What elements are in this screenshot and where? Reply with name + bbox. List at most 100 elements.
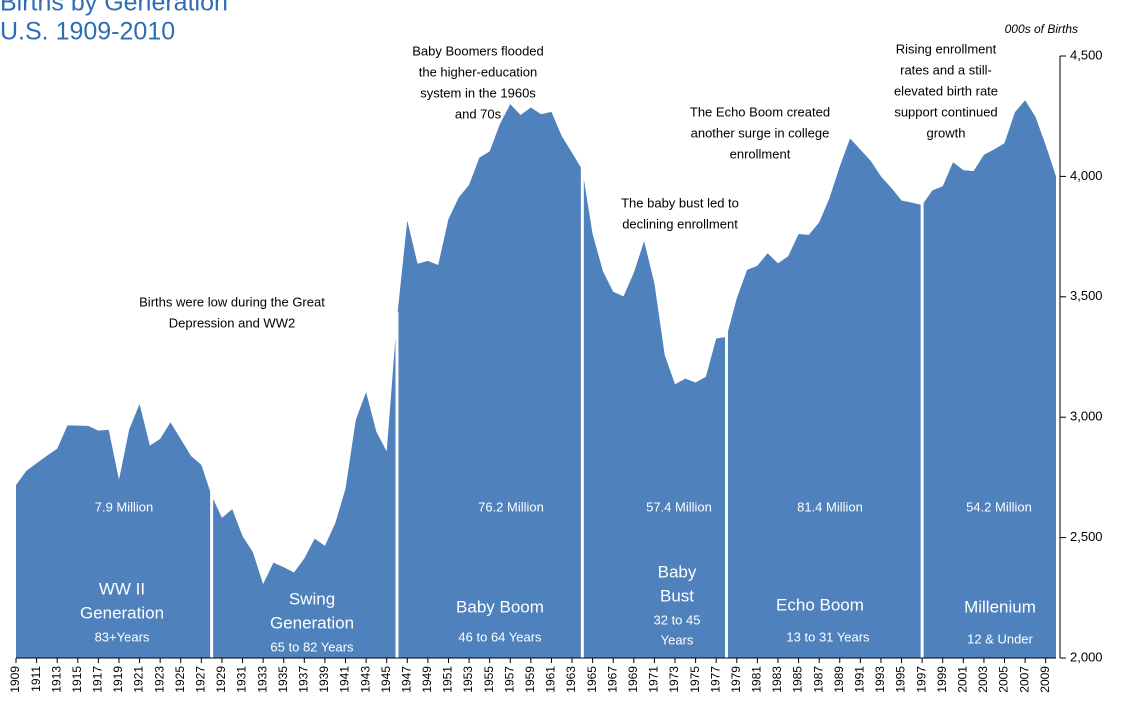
x-tick-label: 2005 [997, 666, 1011, 693]
annotation: elevated birth rate [894, 83, 998, 98]
generation-name: Bust [660, 586, 694, 605]
generation-name: WW II [99, 579, 145, 598]
generation-name: Swing [289, 589, 335, 608]
x-tick-label: 1939 [317, 666, 331, 693]
x-tick-label: 1957 [502, 666, 516, 693]
generation-ages: Years [661, 632, 694, 647]
x-tick-label: 1995 [894, 666, 908, 693]
annotation: support continued [894, 104, 997, 119]
generation-ages: 83+Years [95, 629, 150, 644]
y-tick-label: 3,000 [1070, 409, 1103, 424]
generation-total: 76.2 Million [478, 499, 544, 514]
x-tick-label: 1963 [564, 666, 578, 693]
annotation: The Echo Boom created [690, 104, 830, 119]
annotation: Rising enrollment [896, 41, 997, 56]
generation-total: 7.9 Million [95, 499, 154, 514]
generation-total: 32.4Million [261, 499, 323, 514]
x-tick-label: 1917 [91, 666, 105, 693]
x-tick-label: 2007 [1017, 666, 1031, 693]
annotation: the higher-education [419, 64, 538, 79]
x-tick-label: 1981 [750, 666, 764, 693]
x-tick-label: 1945 [379, 666, 393, 693]
y-axis-label: 000s of Births [1005, 22, 1078, 36]
x-tick-label: 1915 [70, 666, 84, 693]
x-tick-label: 2001 [955, 666, 969, 693]
x-tick-label: 1925 [173, 666, 187, 693]
generation-total: 57.4 Million [646, 499, 712, 514]
annotation: Baby Boomers flooded [412, 43, 544, 58]
y-tick-label: 2,000 [1070, 649, 1103, 664]
x-tick-label: 1973 [667, 666, 681, 693]
annotation: enrollment [730, 146, 791, 161]
generation-name: Baby Boom [456, 597, 544, 616]
y-tick-label: 4,000 [1070, 168, 1103, 183]
x-tick-label: 1947 [399, 666, 413, 693]
x-tick-label: 1937 [296, 666, 310, 693]
x-tick-label: 1983 [770, 666, 784, 693]
x-tick-label: 2009 [1038, 666, 1052, 693]
y-tick-label: 4,500 [1070, 47, 1103, 62]
x-tick-label: 1977 [708, 666, 722, 693]
annotation: declining enrollment [622, 216, 738, 231]
generation-name: Millenium [964, 597, 1036, 616]
x-tick-label: 1955 [482, 666, 496, 693]
generation-ages: 65 to 82 Years [270, 639, 354, 654]
x-tick-label: 1967 [605, 666, 619, 693]
x-tick-label: 1913 [49, 666, 63, 693]
x-tick-label: 1975 [688, 666, 702, 693]
x-tick-label: 1909 [8, 666, 22, 693]
x-tick-label: 1933 [255, 666, 269, 693]
annotation: growth [926, 125, 965, 140]
generation-ages: 46 to 64 Years [458, 629, 542, 644]
x-tick-label: 1965 [585, 666, 599, 693]
y-tick-label: 3,500 [1070, 288, 1103, 303]
x-tick-label: 1919 [111, 666, 125, 693]
x-tick-label: 1953 [461, 666, 475, 693]
generation-name: Generation [270, 613, 354, 632]
annotation: Depression and WW2 [169, 315, 295, 330]
x-tick-label: 1971 [647, 666, 661, 693]
x-tick-label: 1935 [276, 666, 290, 693]
x-tick-label: 1921 [132, 666, 146, 693]
x-tick-label: 1987 [811, 666, 825, 693]
chart-title: Births by Generation [0, 0, 228, 17]
x-tick-label: 1929 [214, 666, 228, 693]
chart-subtitle: U.S. 1909-2010 [0, 18, 175, 46]
x-tick-label: 1969 [626, 666, 640, 693]
generation-name: Baby [658, 562, 697, 581]
x-tick-label: 1923 [152, 666, 166, 693]
area [16, 100, 1056, 659]
generation-ages: 12 & Under [967, 631, 1033, 646]
generation-name: Generation [80, 603, 164, 622]
annotation: rates and a still- [900, 62, 992, 77]
x-tick-label: 1943 [358, 666, 372, 693]
x-tick-label: 2003 [976, 666, 990, 693]
generation-ages: 13 to 31 Years [786, 629, 870, 644]
x-tick-label: 1985 [791, 666, 805, 693]
x-tick-label: 1979 [729, 666, 743, 693]
y-tick-label: 2,500 [1070, 529, 1103, 544]
x-tick-label: 1949 [420, 666, 434, 693]
x-tick-label: 1951 [441, 666, 455, 693]
x-tick-label: 1941 [338, 666, 352, 693]
generation-total: 81.4 Million [797, 499, 863, 514]
generation-name: Echo Boom [776, 595, 864, 614]
annotation: system in the 1960s [420, 85, 536, 100]
x-tick-label: 1991 [853, 666, 867, 693]
x-tick-label: 1997 [914, 666, 928, 693]
x-tick-label: 1993 [873, 666, 887, 693]
annotation: Births were low during the Great [139, 294, 325, 309]
annotation: another surge in college [691, 125, 830, 140]
annotation: and 70s [455, 106, 502, 121]
x-tick-label: 1999 [935, 666, 949, 693]
x-tick-label: 1931 [235, 666, 249, 693]
x-tick-label: 1911 [29, 666, 43, 692]
generation-ages: 32 to 45 [654, 612, 701, 627]
generation-total: 54.2 Million [966, 499, 1032, 514]
x-tick-label: 1989 [832, 666, 846, 693]
x-tick-label: 1959 [523, 666, 537, 693]
annotation: The baby bust led to [621, 195, 739, 210]
x-tick-label: 1961 [544, 666, 558, 693]
x-tick-label: 1927 [194, 666, 208, 693]
